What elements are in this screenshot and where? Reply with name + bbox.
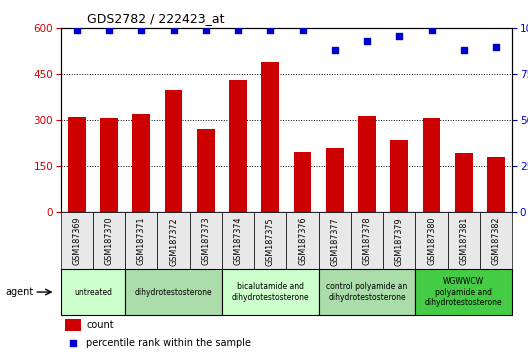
FancyBboxPatch shape — [93, 212, 125, 269]
Text: GDS2782 / 222423_at: GDS2782 / 222423_at — [87, 12, 224, 25]
Text: bicalutamide and
dihydrotestosterone: bicalutamide and dihydrotestosterone — [231, 282, 309, 302]
Text: GSM187377: GSM187377 — [331, 217, 340, 266]
Bar — [197, 129, 215, 212]
Text: GSM187378: GSM187378 — [363, 217, 372, 266]
Point — [137, 27, 146, 33]
Text: GSM187374: GSM187374 — [233, 217, 242, 266]
FancyBboxPatch shape — [125, 269, 222, 315]
FancyBboxPatch shape — [319, 269, 416, 315]
Point — [395, 33, 403, 39]
Bar — [133, 114, 150, 212]
Bar — [390, 140, 408, 212]
FancyBboxPatch shape — [480, 212, 512, 269]
FancyBboxPatch shape — [125, 212, 157, 269]
FancyBboxPatch shape — [319, 212, 351, 269]
FancyBboxPatch shape — [383, 212, 416, 269]
FancyBboxPatch shape — [157, 212, 190, 269]
Point — [69, 341, 78, 346]
Point — [169, 27, 178, 33]
Point — [427, 27, 436, 33]
Bar — [455, 154, 473, 212]
Bar — [326, 148, 344, 212]
Point — [331, 47, 339, 53]
FancyBboxPatch shape — [61, 269, 125, 315]
Bar — [358, 116, 376, 212]
Point — [202, 27, 210, 33]
FancyBboxPatch shape — [222, 212, 254, 269]
Text: GSM187375: GSM187375 — [266, 217, 275, 266]
FancyBboxPatch shape — [61, 212, 93, 269]
FancyBboxPatch shape — [351, 212, 383, 269]
Text: GSM187381: GSM187381 — [459, 217, 468, 265]
Text: GSM187371: GSM187371 — [137, 217, 146, 266]
Bar — [423, 118, 440, 212]
FancyBboxPatch shape — [416, 212, 448, 269]
Point — [459, 47, 468, 53]
Bar — [261, 62, 279, 212]
Bar — [294, 152, 312, 212]
Text: control polyamide an
dihydrotestosterone: control polyamide an dihydrotestosterone — [326, 282, 408, 302]
FancyBboxPatch shape — [254, 212, 286, 269]
FancyBboxPatch shape — [448, 212, 480, 269]
Point — [234, 27, 242, 33]
FancyBboxPatch shape — [190, 212, 222, 269]
Bar — [487, 157, 505, 212]
Text: GSM187373: GSM187373 — [201, 217, 210, 266]
Text: GSM187372: GSM187372 — [169, 217, 178, 266]
Text: agent: agent — [5, 287, 34, 297]
Bar — [229, 80, 247, 212]
Text: untreated: untreated — [74, 287, 112, 297]
Point — [363, 38, 371, 44]
Point — [266, 27, 275, 33]
Text: count: count — [86, 320, 114, 330]
FancyBboxPatch shape — [222, 269, 319, 315]
Text: GSM187376: GSM187376 — [298, 217, 307, 266]
Point — [105, 27, 114, 33]
Bar — [100, 118, 118, 212]
Bar — [68, 117, 86, 212]
Point — [73, 27, 81, 33]
Text: GSM187370: GSM187370 — [105, 217, 114, 266]
Text: dihydrotestosterone: dihydrotestosterone — [135, 287, 212, 297]
Text: percentile rank within the sample: percentile rank within the sample — [86, 338, 251, 348]
Bar — [65, 319, 81, 331]
Text: WGWWCW
polyamide and
dihydrotestosterone: WGWWCW polyamide and dihydrotestosterone — [425, 277, 503, 307]
Point — [492, 44, 500, 50]
Point — [298, 27, 307, 33]
Text: GSM187382: GSM187382 — [492, 217, 501, 266]
Text: GSM187369: GSM187369 — [72, 217, 81, 266]
FancyBboxPatch shape — [416, 269, 512, 315]
Text: GSM187380: GSM187380 — [427, 217, 436, 265]
FancyBboxPatch shape — [286, 212, 319, 269]
Text: GSM187379: GSM187379 — [395, 217, 404, 266]
Bar — [165, 90, 183, 212]
